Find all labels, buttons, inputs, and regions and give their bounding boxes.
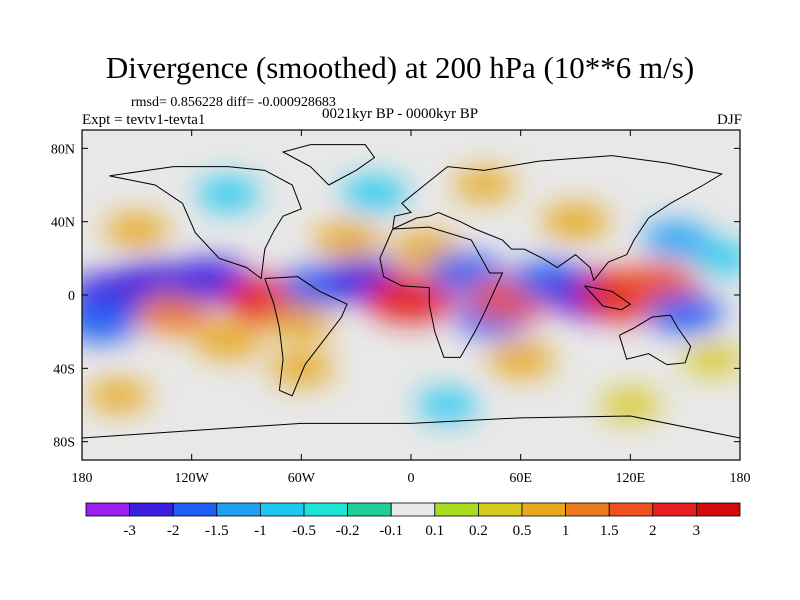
stats-text: rmsd= 0.856228 diff= -0.000928683 (131, 95, 336, 110)
colorbar-label: -3 (123, 523, 136, 539)
field-cell (541, 203, 610, 240)
colorbar-label: 2 (649, 523, 657, 539)
field-cell (135, 293, 212, 334)
x-tick-label: 120W (175, 471, 210, 486)
field-cell (268, 351, 334, 386)
colorbar-label: 1 (562, 523, 570, 539)
coastline (281, 144, 376, 186)
field-cell (365, 274, 457, 323)
colorbar-label: -0.2 (336, 523, 360, 539)
colorbar-swatch (477, 502, 523, 517)
field-cell (453, 168, 515, 202)
y-tick-label: 0 (68, 289, 75, 304)
colorbar-swatch (608, 502, 654, 517)
colorbar-label: 1.5 (600, 523, 619, 539)
field-cell (194, 322, 263, 359)
colorbar-swatch (172, 502, 218, 517)
colorbar-swatch (696, 502, 741, 517)
colorbar-label: -0.1 (379, 523, 403, 539)
field-layer (82, 168, 740, 421)
colorbar-swatch (434, 502, 479, 517)
colorbar-label: 3 (693, 523, 701, 539)
x-tick-label: 120E (616, 471, 646, 486)
colorbar-swatch (303, 502, 348, 517)
field-cell (268, 305, 334, 340)
x-tick-label: 60W (288, 471, 316, 486)
coastline (109, 166, 302, 280)
x-tick-label: 60E (509, 471, 532, 486)
field-cell (642, 222, 711, 258)
coastline (82, 415, 740, 439)
colorbar-swatch (652, 502, 697, 517)
field-cell (647, 293, 724, 334)
colorbar-label: 0.2 (469, 523, 488, 539)
colorbar-swatch (521, 502, 566, 517)
coastline (584, 285, 632, 311)
colorbar-label: 0.1 (425, 523, 444, 539)
y-tick-label: 80S (53, 436, 75, 451)
colorbar-label: -0.5 (292, 523, 316, 539)
coastline (264, 276, 348, 397)
colorbar-swatch (216, 502, 261, 517)
colorbar-label: -1.5 (205, 523, 229, 539)
colorbar-label: 0.5 (513, 523, 532, 539)
field-cell (197, 177, 260, 211)
colorbar-label: -1 (254, 523, 267, 539)
x-axis: 180 120W 60W 0 60E 120E 180 (72, 130, 751, 486)
field-cell (600, 389, 661, 421)
field-cell (486, 341, 555, 378)
period-label: 0021kyr BP - 0000kyr BP (322, 106, 479, 122)
colorbar-swatch (390, 502, 436, 517)
season-label: DJF (716, 112, 742, 128)
field-cell (682, 343, 740, 376)
field-cell (87, 379, 150, 413)
colorbar-swatch (85, 502, 130, 517)
coastline (618, 314, 692, 366)
coastline (379, 226, 504, 358)
colorbar-swatch (259, 502, 305, 517)
field-cell (342, 176, 407, 212)
y-tick-label: 40N (51, 216, 75, 231)
field-cell (104, 213, 170, 249)
field-cell (417, 389, 478, 421)
field-cell (82, 302, 139, 343)
field-cell (691, 242, 740, 275)
y-axis: 80N 40N 0 40S 80S (51, 142, 740, 451)
experiment-label: Expt = tevtv1-tevta1 (82, 112, 206, 128)
y-tick-label: 80N (51, 142, 75, 157)
coastline (392, 155, 724, 282)
divergence-map (81, 129, 741, 461)
y-tick-label: 40S (53, 362, 75, 377)
x-tick-label: 180 (72, 471, 93, 486)
colorbar: -3 -2 -1.5 -1 -0.5 -0.2 -0.1 0.1 0.2 0.5 1 1.5 2 3 (85, 502, 741, 539)
colorbar-label: -2 (167, 523, 180, 539)
colorbar-swatch (565, 502, 610, 517)
colorbar-swatch (347, 502, 392, 517)
x-tick-label: 180 (730, 471, 751, 486)
chart-title: Divergence (smoothed) at 200 hPa (10**6 … (105, 50, 695, 85)
x-tick-label: 0 (408, 471, 415, 486)
field-cell (313, 222, 382, 258)
colorbar-swatch (129, 502, 174, 517)
